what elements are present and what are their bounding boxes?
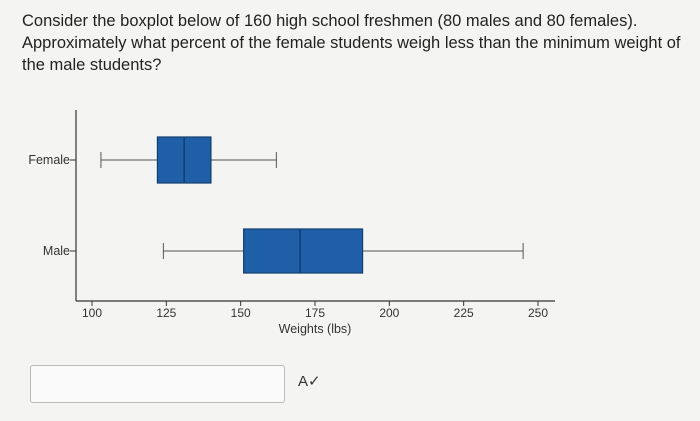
x-tick-label: 150 bbox=[231, 306, 251, 320]
y-tick-label: Female bbox=[28, 153, 70, 167]
x-tick-label: 225 bbox=[454, 306, 474, 320]
x-tick-label: 175 bbox=[305, 306, 325, 320]
box-male bbox=[243, 228, 364, 274]
x-axis-label: Weights (lbs) bbox=[279, 322, 352, 336]
question-text: Consider the boxplot below of 160 high s… bbox=[22, 12, 681, 74]
x-tick-label: 200 bbox=[379, 306, 399, 320]
answer-input[interactable] bbox=[30, 365, 285, 403]
spell-check-icon[interactable]: A✓ bbox=[298, 373, 321, 390]
x-tick-label: 125 bbox=[156, 306, 176, 320]
x-tick-label: 100 bbox=[82, 306, 102, 320]
x-tick-label: 250 bbox=[528, 306, 548, 320]
y-tick-label: Male bbox=[43, 244, 70, 258]
